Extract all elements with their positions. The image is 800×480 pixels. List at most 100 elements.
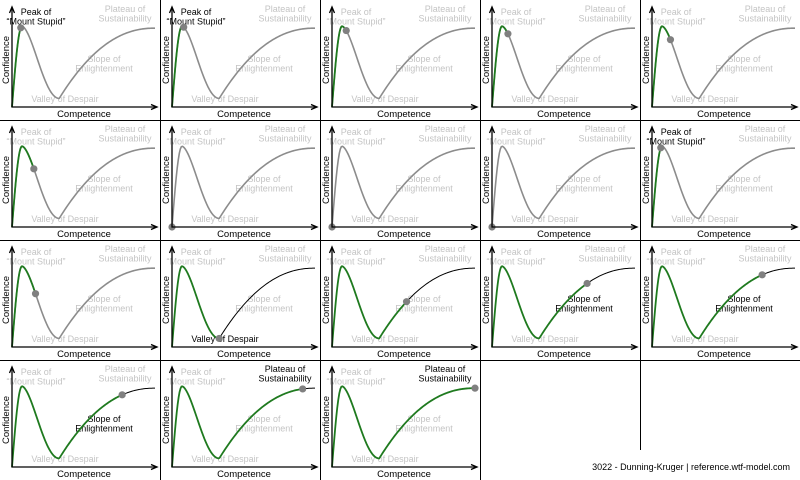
peak-label-line: Peak of — [21, 7, 52, 17]
despair-label: Valley of Despair — [511, 94, 578, 104]
y-axis-label: Confidence — [161, 156, 172, 204]
slope-label: Slope of Enlightenment — [395, 294, 453, 314]
despair-label: Valley of Despair — [351, 334, 418, 344]
y-axis-label: Confidence — [321, 396, 332, 444]
slope-label-line: Enlightenment — [715, 64, 773, 74]
frame-panel: Peak of “Mount Stupid” Valley of Despair Sl… — [641, 124, 799, 240]
peak-label-line: “Mount Stupid” — [166, 137, 225, 147]
slope-label: Slope of Enlightenment — [715, 54, 773, 74]
plateau-label-line: Plateau of — [585, 244, 626, 254]
despair-label-line: Valley of Despair — [191, 334, 258, 344]
peak-label: Peak of “Mount Stupid” — [326, 127, 385, 147]
peak-label-line: “Mount Stupid” — [326, 257, 385, 267]
peak-label: Peak of “Mount Stupid” — [6, 367, 65, 387]
plateau-label-line: Plateau of — [585, 124, 626, 134]
slope-label-line: Slope of — [87, 414, 121, 424]
progress-line — [491, 25, 509, 108]
despair-label-line: Valley of Despair — [671, 334, 738, 344]
x-arrow — [630, 223, 639, 231]
plateau-label: Plateau of Sustainability — [418, 244, 472, 264]
peak-label-line: Peak of — [341, 7, 372, 17]
peak-label-line: Peak of — [21, 367, 52, 377]
x-axis-label: Competence — [217, 109, 271, 120]
y-arrow — [648, 245, 656, 254]
plateau-label-line: Sustainability — [258, 134, 312, 144]
slope-label-line: Slope of — [247, 174, 281, 184]
plateau-label-line: Plateau of — [105, 124, 146, 134]
peak-label-line: Peak of — [501, 7, 532, 17]
plateau-label-line: Plateau of — [265, 364, 306, 374]
frame-panel: Peak of “Mount Stupid” Valley of Despair Sl… — [1, 4, 159, 120]
slope-label-line: Enlightenment — [235, 424, 293, 434]
position-marker — [402, 298, 411, 306]
peak-label-line: Peak of — [341, 247, 372, 257]
peak-label: Peak of “Mount Stupid” — [646, 127, 705, 147]
peak-label-line: “Mount Stupid” — [6, 137, 65, 147]
slope-label: Slope of Enlightenment — [75, 294, 133, 314]
plateau-label-line: Sustainability — [418, 134, 472, 144]
position-marker — [31, 290, 40, 298]
slope-label: Slope of Enlightenment — [715, 174, 773, 194]
slope-label-line: Enlightenment — [235, 184, 293, 194]
curve-line — [651, 25, 795, 108]
curve-line — [331, 25, 475, 108]
plateau-label: Plateau of Sustainability — [258, 4, 312, 24]
slope-label-line: Enlightenment — [75, 424, 133, 434]
axes — [491, 248, 636, 348]
axes — [11, 8, 156, 108]
plateau-label-line: Plateau of — [585, 4, 626, 14]
y-arrow — [488, 125, 496, 134]
plateau-label: Plateau of Sustainability — [258, 244, 312, 264]
despair-label: Valley of Despair — [511, 334, 578, 344]
plateau-label-line: Plateau of — [105, 4, 146, 14]
slope-label-line: Slope of — [567, 294, 601, 304]
slope-label: Slope of Enlightenment — [235, 414, 293, 434]
position-marker — [180, 23, 188, 31]
x-arrow — [310, 343, 319, 351]
position-marker — [504, 30, 512, 38]
position-marker — [17, 24, 25, 32]
axes — [171, 128, 316, 228]
peak-label-line: “Mount Stupid” — [6, 17, 65, 27]
slope-label-line: Enlightenment — [555, 184, 613, 194]
peak-label: Peak of “Mount Stupid” — [166, 367, 225, 387]
despair-label: Valley of Despair — [31, 334, 98, 344]
y-arrow — [648, 125, 656, 134]
despair-label: Valley of Despair — [31, 94, 98, 104]
plateau-label-line: Plateau of — [265, 244, 306, 254]
y-arrow — [488, 245, 496, 254]
despair-label-line: Valley of Despair — [191, 214, 258, 224]
caption: 3022 - Dunning-Kruger | reference.wtf-mo… — [592, 462, 790, 472]
peak-label: Peak of “Mount Stupid” — [646, 7, 705, 27]
x-axis-label: Competence — [57, 109, 111, 120]
axes — [331, 248, 476, 348]
plateau-label: Plateau of Sustainability — [98, 364, 152, 384]
plateau-label-line: Plateau of — [105, 244, 146, 254]
x-axis-label: Competence — [217, 469, 271, 480]
despair-label-line: Valley of Despair — [671, 94, 738, 104]
peak-label: Peak of “Mount Stupid” — [166, 127, 225, 147]
peak-label-line: “Mount Stupid” — [326, 137, 385, 147]
y-axis-label: Confidence — [1, 396, 12, 444]
x-axis-label: Competence — [377, 109, 431, 120]
y-axis-label: Confidence — [1, 36, 12, 84]
peak-label-line: “Mount Stupid” — [486, 17, 545, 27]
slope-label-line: Enlightenment — [395, 184, 453, 194]
x-axis-label: Competence — [57, 349, 111, 360]
position-marker — [666, 36, 675, 44]
slope-label: Slope of Enlightenment — [395, 414, 453, 434]
frame-panel: Peak of “Mount Stupid” Valley of Despair Sl… — [481, 4, 639, 120]
peak-label-line: Peak of — [661, 247, 692, 257]
curve-line — [11, 25, 155, 108]
x-axis-label: Competence — [697, 109, 751, 120]
y-axis-label: Confidence — [161, 276, 172, 324]
peak-label-line: Peak of — [181, 7, 212, 17]
frame-panel: Peak of “Mount Stupid” Valley of Despair Sl… — [161, 4, 319, 120]
plateau-label-line: Sustainability — [418, 374, 472, 384]
slope-label: Slope of Enlightenment — [555, 174, 613, 194]
frame-panel: Peak of “Mount Stupid” Valley of Despair Sl… — [1, 364, 159, 480]
plateau-label-line: Plateau of — [425, 124, 466, 134]
x-arrow — [470, 103, 479, 111]
